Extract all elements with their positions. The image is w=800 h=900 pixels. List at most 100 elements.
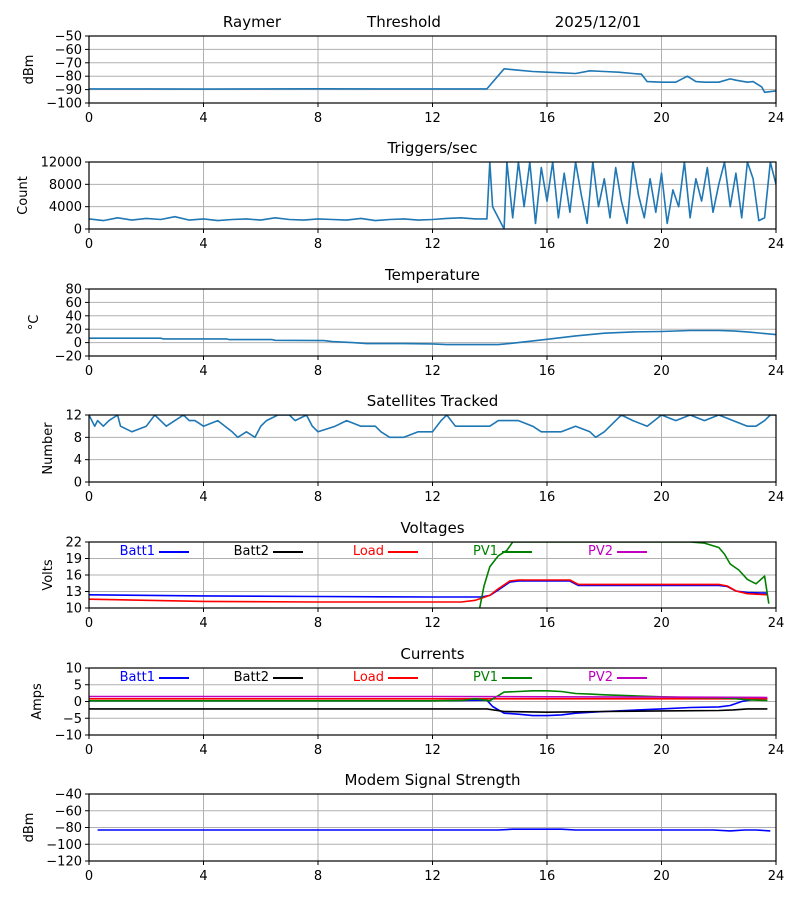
y-tick-label: −70 <box>55 56 82 71</box>
x-tick-label: 24 <box>768 237 785 252</box>
header-mode: Threshold <box>366 13 441 31</box>
chart-title: Modem Signal Strength <box>345 771 521 789</box>
y-tick-label: 10 <box>65 602 82 617</box>
y-tick-label: 8000 <box>49 178 82 193</box>
x-tick-label: 16 <box>539 869 556 884</box>
legend-item-batt1: Batt1 <box>120 544 189 559</box>
y-tick-label: −60 <box>55 43 82 58</box>
legend-label: Batt2 <box>234 544 269 559</box>
x-tick-label: 8 <box>314 111 322 126</box>
y-tick-label: 0 <box>74 695 82 710</box>
y-tick-label: 40 <box>65 309 82 324</box>
panel-triggers: 0 4 8 12 16 20 24 12000 8000 4000 0 Count Triggers/s… <box>16 139 784 252</box>
y-tick-label: 22 <box>65 536 82 551</box>
header-site: Raymer <box>223 13 282 31</box>
x-tick-label: 8 <box>314 364 322 379</box>
legend-label: Load <box>353 670 384 685</box>
panel-modem: 0 4 8 12 16 20 24 −40−60 −80 −100 −120 dBm Modem Sig… <box>22 771 784 884</box>
x-tick-label: 0 <box>85 490 93 505</box>
x-tick-label: 24 <box>768 743 785 758</box>
y-tick-label: −10 <box>55 729 82 744</box>
x-tick-label: 0 <box>85 111 93 126</box>
legend-item-pv2: PV2 <box>588 544 647 559</box>
y-tick-label: 16 <box>65 569 82 584</box>
x-tick-label: 16 <box>539 237 556 252</box>
legend-item-pv1: PV1 <box>473 544 532 559</box>
y-tick-label: 4000 <box>49 200 82 215</box>
series-line-batt2 <box>89 708 768 714</box>
y-tick-label: 60 <box>65 296 82 311</box>
chart-title: Voltages <box>400 519 464 537</box>
series-line-load <box>89 579 768 603</box>
legend-label: Load <box>353 544 384 559</box>
chart-title: Currents <box>400 645 464 663</box>
x-tick-label: 16 <box>539 111 556 126</box>
x-tick-label: 20 <box>653 364 670 379</box>
x-tick-label: 8 <box>314 616 322 631</box>
y-tick-label: −90 <box>55 83 82 98</box>
y-axis-label: Amps <box>30 683 45 720</box>
y-tick-label: 0 <box>74 223 82 238</box>
x-tick-label: 4 <box>199 743 207 758</box>
x-tick-label: 12 <box>424 490 441 505</box>
x-tick-label: 8 <box>314 237 322 252</box>
x-tick-label: 0 <box>85 869 93 884</box>
y-tick-label: −80 <box>55 70 82 85</box>
legend-label: Batt1 <box>120 670 155 685</box>
chart-title: Temperature <box>384 266 480 284</box>
legend-item-load: Load <box>353 544 418 559</box>
x-tick-label: 20 <box>653 743 670 758</box>
y-axis-label: Number <box>41 422 56 475</box>
legend-item-pv2: PV2 <box>588 670 647 685</box>
x-tick-label: 12 <box>424 111 441 126</box>
y-axis-label: Volts <box>41 559 56 591</box>
x-tick-label: 24 <box>768 364 785 379</box>
y-tick-label: 20 <box>65 323 82 338</box>
x-tick-label: 4 <box>199 237 207 252</box>
x-tick-label: 12 <box>424 743 441 758</box>
y-tick-label: 12 <box>65 409 82 424</box>
x-tick-label: 20 <box>653 869 670 884</box>
y-tick-label: 10 <box>65 662 82 677</box>
x-tick-label: 8 <box>314 490 322 505</box>
y-tick-label: −20 <box>55 350 82 365</box>
y-tick-label: 80 <box>65 283 82 298</box>
y-tick-label: 8 <box>74 431 82 446</box>
x-tick-label: 16 <box>539 616 556 631</box>
y-tick-label: 5 <box>74 678 82 693</box>
y-tick-label: 4 <box>74 453 82 468</box>
legend-label: PV1 <box>473 670 498 685</box>
x-tick-label: 16 <box>539 743 556 758</box>
x-tick-label: 0 <box>85 237 93 252</box>
y-tick-label: 0 <box>74 336 82 351</box>
x-tick-label: 24 <box>768 490 785 505</box>
legend-item-load: Load <box>353 670 418 685</box>
series-line-pv1 <box>478 542 770 608</box>
y-axis-label: Count <box>16 176 31 215</box>
x-tick-label: 24 <box>768 111 785 126</box>
x-tick-label: 4 <box>199 111 207 126</box>
x-tick-label: 4 <box>199 490 207 505</box>
x-tick-label: 12 <box>424 616 441 631</box>
series-line-modem <box>97 828 771 832</box>
x-tick-label: 8 <box>314 743 322 758</box>
legend-item-batt2: Batt2 <box>234 670 303 685</box>
x-tick-label: 0 <box>85 364 93 379</box>
x-tick-label: 0 <box>85 743 93 758</box>
y-axis-label: °C <box>27 315 42 331</box>
legend-label: Batt2 <box>234 670 269 685</box>
panel-satellites: 0 4 8 12 16 20 24 12 8 4 0 Number Satellites Tracked <box>41 392 784 505</box>
x-tick-label: 20 <box>653 490 670 505</box>
x-tick-label: 8 <box>314 869 322 884</box>
series-line-threshold <box>89 68 776 94</box>
legend-item-batt2: Batt2 <box>234 544 303 559</box>
panel-threshold: 0 4 8 12 16 20 24 −50−60−70−80−90−100 dBm <box>22 30 784 127</box>
x-tick-label: 16 <box>539 490 556 505</box>
x-tick-label: 20 <box>653 237 670 252</box>
x-tick-label: 0 <box>85 616 93 631</box>
y-axis-label: dBm <box>22 55 37 85</box>
y-tick-label: 13 <box>65 585 82 600</box>
